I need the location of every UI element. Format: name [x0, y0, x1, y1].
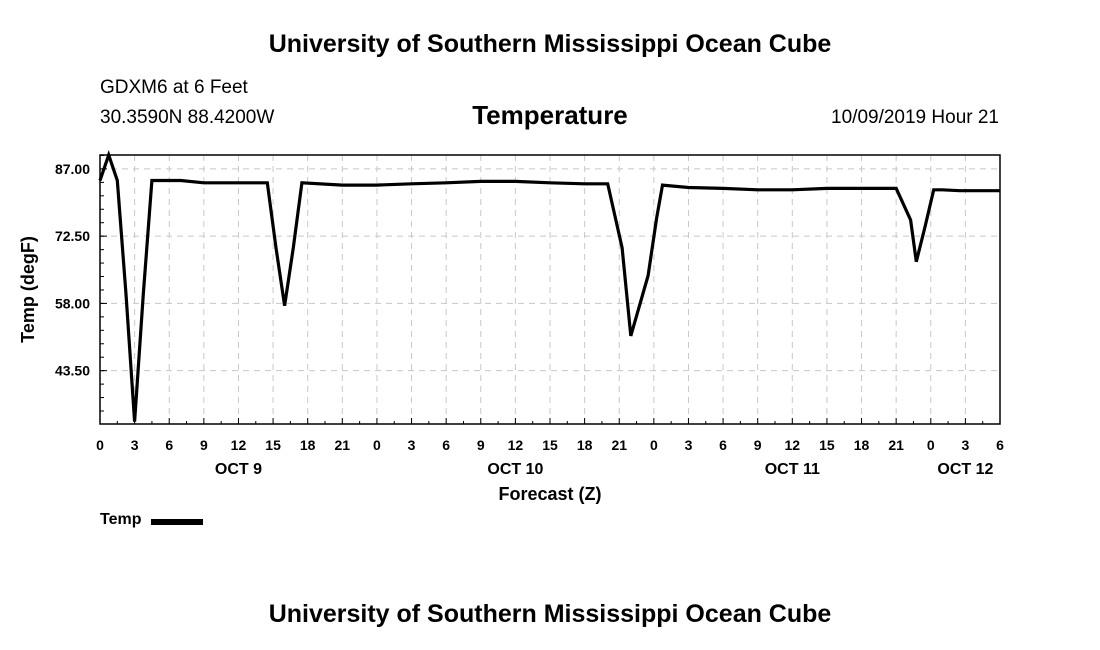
day-label: OCT 9	[215, 461, 262, 478]
x-tick-label: 21	[611, 437, 627, 453]
y-axis-title: Temp (degF)	[18, 236, 38, 343]
x-tick-label: 18	[577, 437, 593, 453]
y-tick-label: 58.00	[55, 295, 90, 311]
x-tick-label: 21	[335, 437, 351, 453]
y-tick-label: 43.50	[55, 363, 90, 379]
x-tick-label: 3	[685, 437, 693, 453]
footer-title: University of Southern Mississippi Ocean…	[268, 600, 832, 628]
x-tick-label: 0	[373, 437, 381, 453]
x-tick-label: 12	[508, 437, 524, 453]
x-tick-label: 0	[650, 437, 658, 453]
chart-title: Temperature	[472, 100, 628, 130]
x-axis-title: Forecast (Z)	[498, 484, 601, 504]
y-tick-label: 87.00	[55, 161, 90, 177]
x-tick-label: 3	[961, 437, 969, 453]
x-tick-label: 9	[754, 437, 762, 453]
x-tick-label: 12	[785, 437, 801, 453]
x-tick-label: 6	[719, 437, 727, 453]
x-tick-label: 18	[300, 437, 316, 453]
station-label: GDXM6 at 6 Feet	[100, 77, 248, 98]
x-tick-label: 0	[927, 437, 935, 453]
x-tick-label: 15	[265, 437, 281, 453]
y-tick-label: 72.50	[55, 228, 90, 244]
x-tick-label: 15	[542, 437, 558, 453]
plot-frame	[99, 154, 1001, 425]
temp-series-line	[98, 150, 1000, 422]
x-tick-label: 21	[888, 437, 904, 453]
day-label: OCT 11	[765, 461, 820, 478]
location-label: 30.3590N 88.4200W	[100, 107, 275, 128]
x-tick-label: 3	[408, 437, 416, 453]
legend-label: Temp	[100, 511, 142, 528]
x-tick-label: 9	[477, 437, 485, 453]
day-label: OCT 12	[937, 461, 993, 478]
x-tick-label: 6	[165, 437, 173, 453]
x-tick-label: 3	[131, 437, 139, 453]
issue-date-label: 10/09/2019 Hour 21	[831, 107, 999, 128]
x-tick-label: 0	[96, 437, 104, 453]
x-tick-label: 15	[819, 437, 835, 453]
legend-swatch	[151, 519, 204, 525]
x-tick-label: 6	[996, 437, 1004, 453]
x-tick-label: 18	[854, 437, 870, 453]
day-label: OCT 10	[487, 461, 543, 478]
x-tick-label: 6	[442, 437, 450, 453]
x-tick-label: 9	[200, 437, 208, 453]
legend: Temp	[100, 510, 204, 530]
main-title: University of Southern Mississippi Ocean…	[268, 30, 832, 58]
x-tick-label: 12	[231, 437, 247, 453]
